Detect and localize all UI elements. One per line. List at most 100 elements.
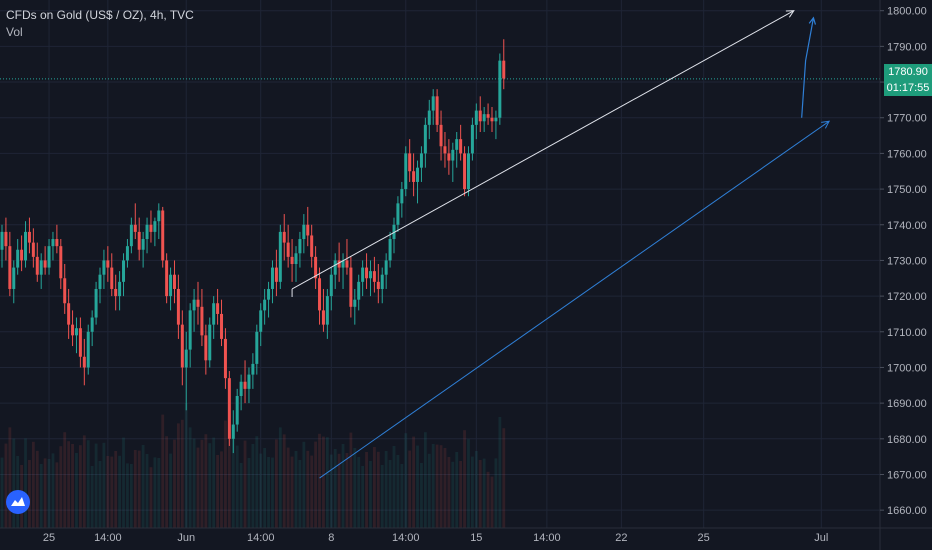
volume-bar — [369, 461, 372, 528]
candle-body — [149, 224, 153, 232]
volume-bar — [51, 453, 55, 528]
volume-bar — [498, 417, 502, 528]
candle-body — [451, 149, 455, 161]
candle-body — [478, 110, 482, 122]
volume-bar — [439, 445, 443, 528]
volume-bar — [435, 444, 439, 528]
volume-bar — [126, 463, 129, 528]
volume-bar — [8, 427, 12, 528]
candle-body — [223, 338, 227, 379]
volume-bar — [471, 456, 474, 528]
candle-body — [8, 246, 12, 289]
volume-bar — [357, 457, 361, 528]
candle-body — [365, 267, 369, 279]
candle-body — [212, 303, 216, 325]
volume-bar — [35, 450, 39, 528]
candle-body — [321, 310, 325, 325]
volume-bar — [302, 441, 306, 528]
candle-body — [98, 274, 102, 289]
candle-body — [63, 278, 67, 304]
candle-body — [286, 242, 290, 257]
volume-bar — [423, 432, 427, 528]
volume-bar — [345, 453, 349, 528]
candle-body — [404, 153, 408, 190]
volume-bar — [341, 444, 345, 528]
volume-bar — [427, 453, 431, 528]
volume-bar — [216, 455, 219, 528]
candle-body — [129, 224, 133, 247]
candle-body — [270, 267, 274, 289]
candle-body — [400, 189, 404, 204]
candle-body — [482, 114, 486, 122]
volume-indicator-label[interactable]: Vol — [6, 25, 23, 39]
candle-body — [133, 224, 137, 232]
candle-body — [494, 117, 498, 122]
candle-body — [231, 424, 235, 439]
countdown-tag: 01:17:55 — [884, 80, 932, 96]
candle-body — [290, 256, 294, 264]
candle-body — [47, 246, 51, 268]
candle-body — [216, 303, 220, 314]
candle-body — [106, 260, 110, 268]
x-tick-label: 15 — [470, 532, 482, 544]
volume-bar — [392, 446, 396, 528]
candle-body — [431, 96, 435, 111]
candle-body — [294, 253, 298, 264]
volume-bar — [263, 448, 267, 528]
candle-body — [412, 171, 416, 182]
candle-body — [486, 114, 490, 118]
volume-bar — [455, 452, 459, 528]
candle-body — [12, 267, 16, 289]
y-tick-label: 1790.00 — [887, 41, 927, 53]
x-tick-label: Jun — [177, 532, 195, 544]
volume-bar — [353, 448, 357, 528]
candle-body — [353, 299, 357, 307]
volume-bar — [376, 451, 380, 528]
volume-bar — [141, 445, 145, 528]
volume-bar — [114, 451, 118, 528]
volume-bar — [224, 420, 227, 528]
volume-bar — [318, 433, 321, 528]
candle-body — [255, 331, 259, 364]
x-tick-label: 14:00 — [94, 532, 122, 544]
candle-body — [67, 303, 71, 325]
volume-bar — [75, 453, 78, 528]
candle-body — [208, 324, 212, 361]
candle-body — [251, 363, 255, 375]
volume-bar — [129, 464, 133, 528]
volume-bar — [220, 451, 223, 528]
candle-body — [78, 328, 82, 357]
volume-bar — [259, 453, 263, 528]
candle-body — [439, 124, 443, 147]
volume-bar — [310, 455, 314, 528]
candle-body — [220, 313, 224, 339]
volume-bar — [0, 457, 4, 528]
candle-body — [27, 231, 31, 243]
y-tick-label: 1760.00 — [887, 148, 927, 160]
candle-body — [16, 249, 20, 268]
candle-body — [82, 356, 86, 368]
volume-bar — [110, 456, 114, 528]
volume-bar — [463, 430, 466, 528]
candle-body — [419, 153, 423, 168]
volume-bar — [361, 466, 365, 528]
tradingview-logo-glyph — [11, 497, 25, 506]
candle-body — [341, 260, 345, 268]
candle-body — [502, 60, 506, 79]
projection-arrowhead — [808, 16, 817, 25]
volume-bar — [133, 450, 137, 528]
tradingview-logo-icon[interactable] — [6, 490, 30, 514]
x-tick-label: Jul — [814, 532, 828, 544]
candle-body — [302, 224, 306, 240]
volume-bar — [188, 427, 192, 528]
candle-body — [306, 224, 310, 236]
support-line — [319, 120, 830, 479]
x-tick-label: 14:00 — [392, 532, 420, 544]
candle-body — [165, 260, 169, 297]
volume-bar — [298, 460, 302, 528]
candle-body — [172, 274, 176, 289]
candle-body — [466, 153, 470, 190]
volume-bar — [286, 447, 290, 528]
